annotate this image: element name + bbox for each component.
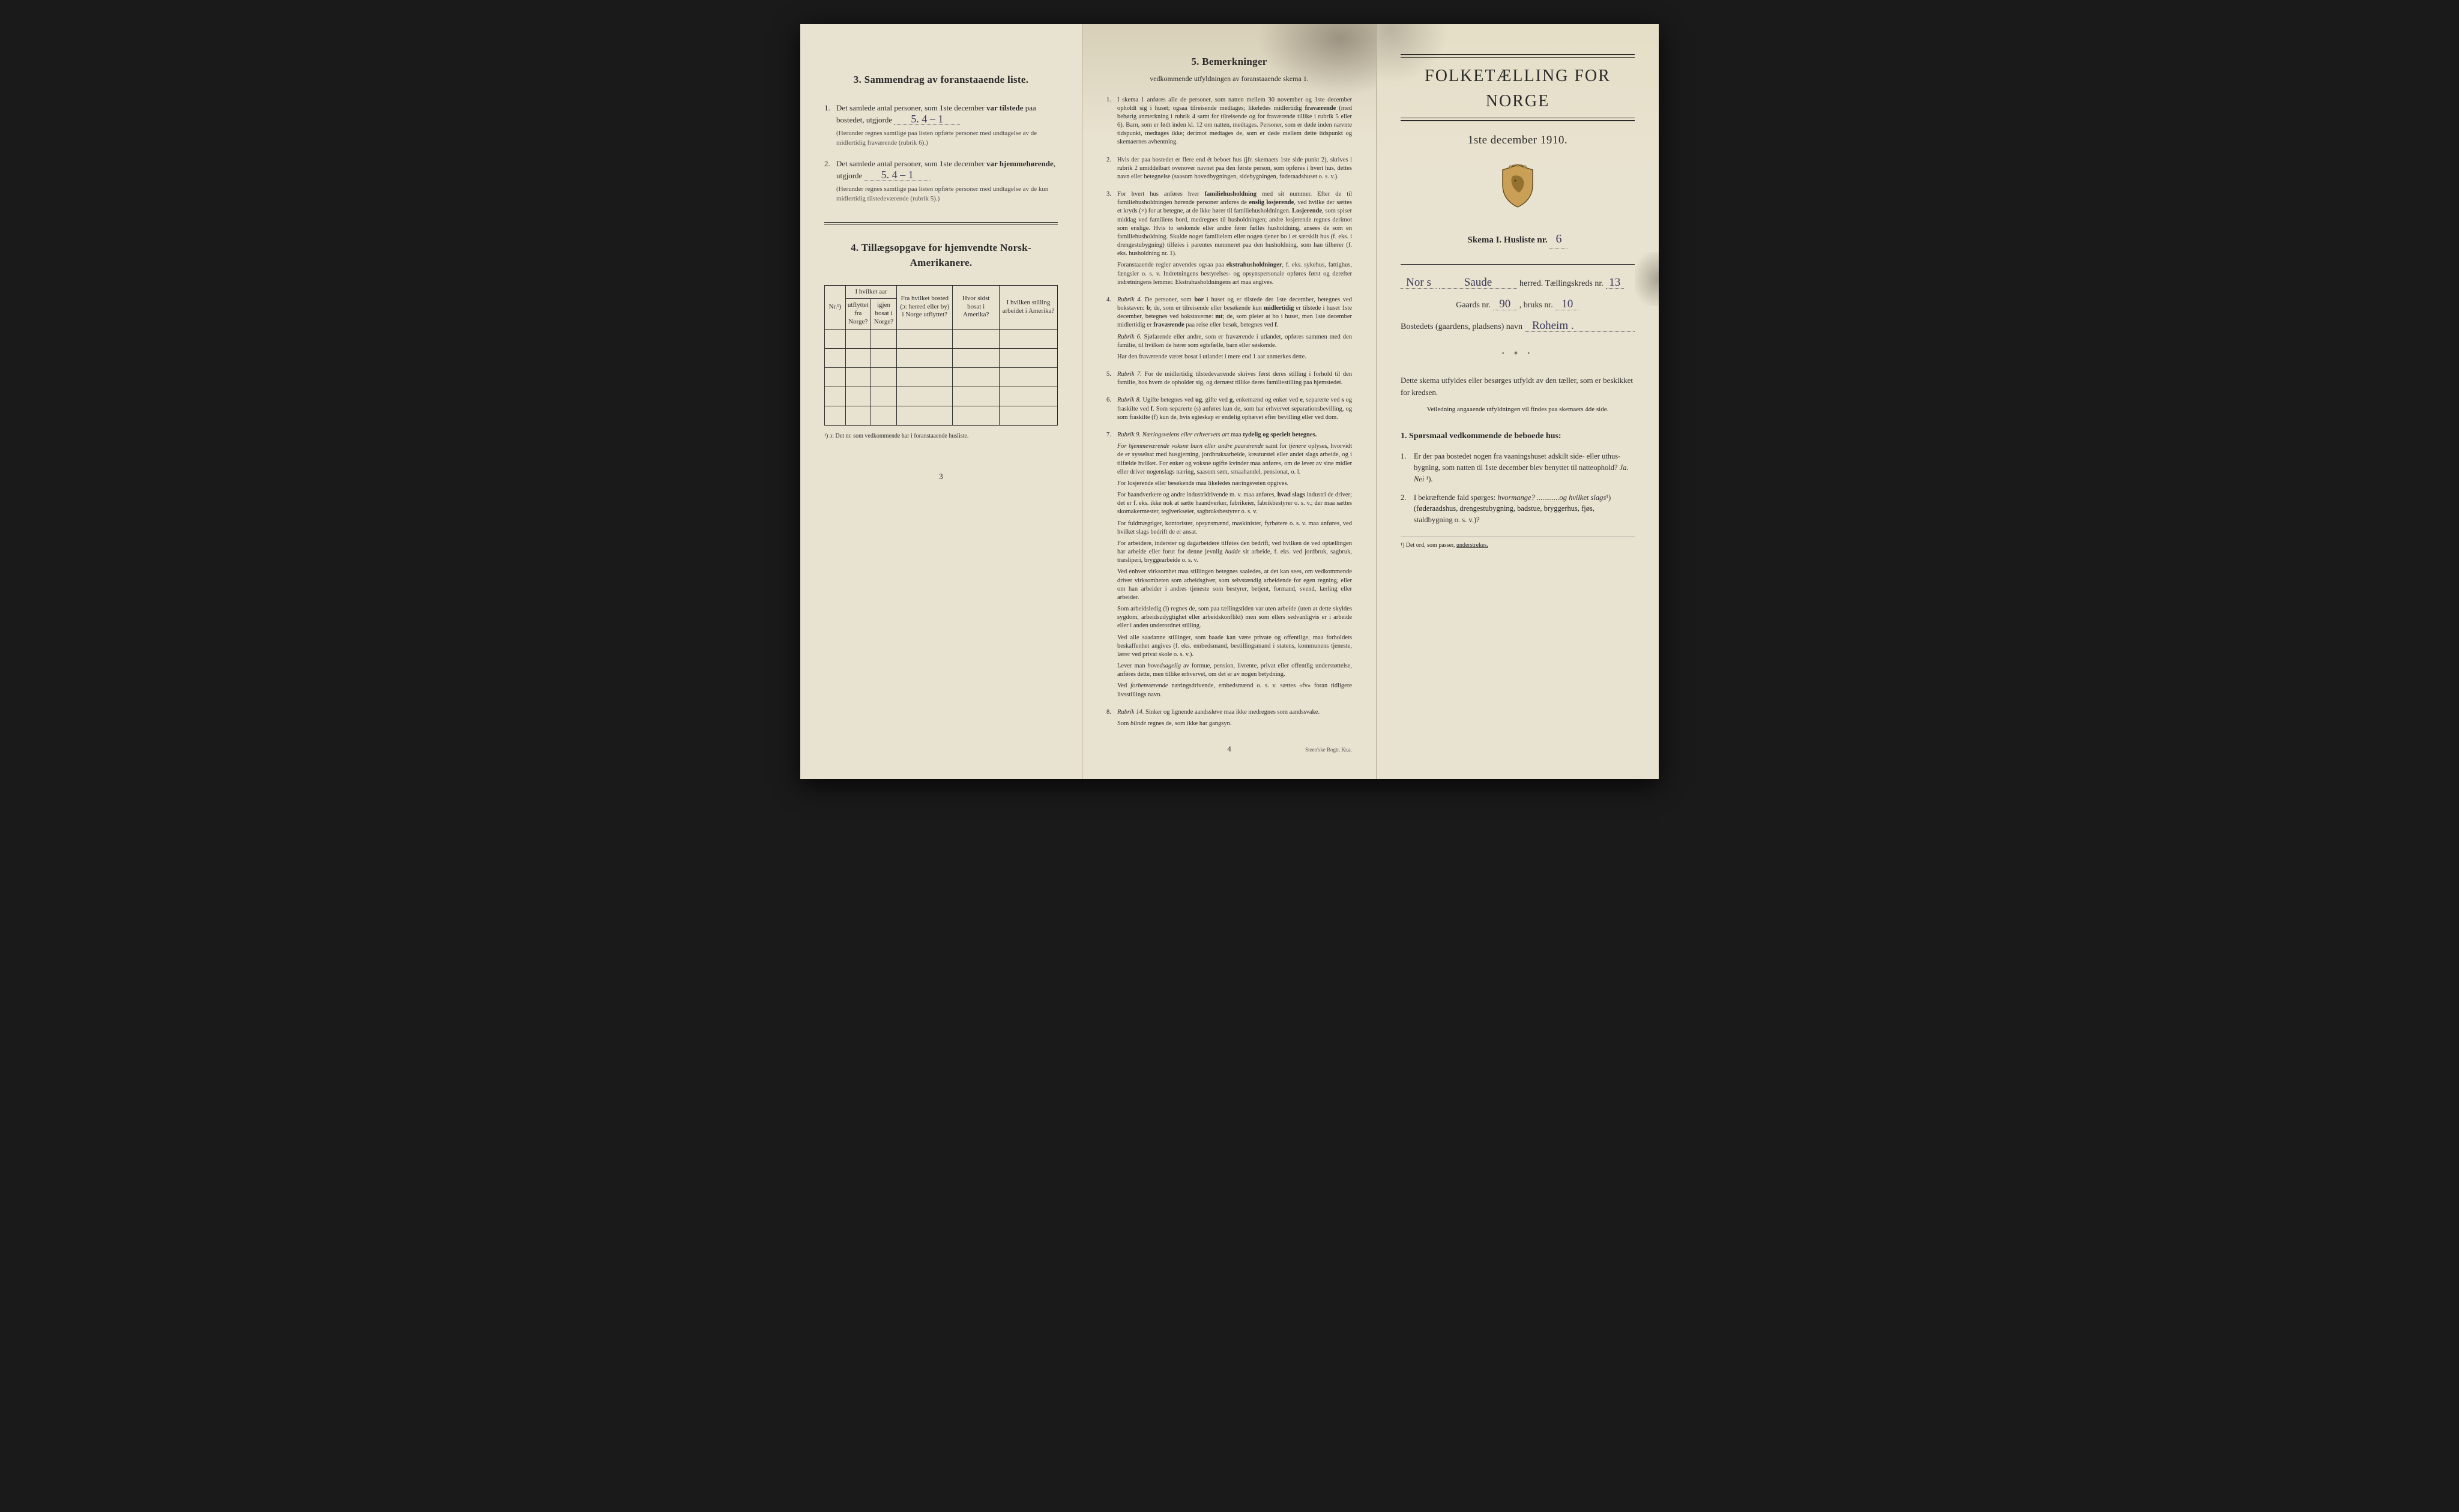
herred-value: Saude — [1439, 277, 1517, 289]
remark-item: 7.Rubrik 9. Næringsveiens eller erhverve… — [1106, 431, 1352, 702]
question-1: 1. Er der paa bostedet nogen fra vaaning… — [1401, 451, 1635, 484]
herred-line: Nor s Saude herred. Tællingskreds nr. 13 — [1401, 277, 1635, 290]
remark-item: 6.Rubrik 8. Ugifte betegnes ved ug, gift… — [1106, 396, 1352, 425]
present-count-value: 5. 4 – 1 — [894, 113, 960, 125]
page-3: FOLKETÆLLING FOR NORGE 1ste december 191… — [1377, 24, 1659, 779]
remarks-list: 1.I skema 1 anføres alle de personer, so… — [1106, 96, 1352, 732]
page-1: 3. Sammendrag av foranstaaende liste. 1.… — [800, 24, 1082, 779]
census-document: 3. Sammendrag av foranstaaende liste. 1.… — [800, 24, 1659, 779]
col-year-group: I hvilket aar — [845, 285, 896, 299]
col-nr: Nr.¹) — [825, 285, 846, 329]
husliste-nr-value: 6 — [1549, 230, 1567, 248]
col-stilling: I hvilken stilling arbeidet i Amerika? — [999, 285, 1057, 329]
section-4-heading: 4. Tillægsopgave for hjemvendte Norsk-Am… — [824, 240, 1058, 271]
printer-credit: Steen'ske Bogtr. Kr.a. — [1271, 746, 1352, 754]
section-5-sub: vedkommende utfyldningen av foranstaaend… — [1106, 73, 1352, 84]
summary-item-2: 2. Det samlede antal personer, som 1ste … — [824, 158, 1058, 204]
question-list: 1. Er der paa bostedet nogen fra vaaning… — [1401, 451, 1635, 526]
bosted-navn-value: Roheim . — [1525, 320, 1635, 332]
remark-item: 4.Rubrik 4. De personer, som bor i huset… — [1106, 296, 1352, 364]
table-footnote: ¹) ɔ: Det nr. som vedkommende har i fora… — [824, 432, 1058, 441]
table-row — [825, 348, 1058, 367]
remark-item: 1.I skema 1 anføres alle de personer, so… — [1106, 96, 1352, 150]
table-row — [825, 406, 1058, 425]
census-date: 1ste december 1910. — [1401, 132, 1635, 149]
summary-note-1: (Herunder regnes samtlige paa listen opf… — [836, 128, 1058, 148]
footnote: ¹) Det ord, som passer, understrekes. — [1401, 537, 1635, 550]
divider — [824, 222, 1058, 223]
guidance-note: Veiledning angaaende utfyldningen vil fi… — [1401, 405, 1635, 415]
remark-item: 2.Hvis der paa bostedet er flere end ét … — [1106, 156, 1352, 185]
remark-item: 8.Rubrik 14. Sinker og lignende aandsslø… — [1106, 708, 1352, 731]
instruction-text: Dette skema utfyldes eller besørges utfy… — [1401, 375, 1635, 399]
col-year-in: igjen bosat i Norge? — [870, 299, 897, 329]
america-table: Nr.¹) I hvilket aar Fra hvilket bosted (… — [824, 285, 1058, 426]
col-bosted: Fra hvilket bosted (ɔ: herred eller by) … — [897, 285, 953, 329]
kreds-nr-value: 13 — [1606, 277, 1624, 289]
bosted-line: Bostedets (gaardens, pladsens) navn Rohe… — [1401, 320, 1635, 333]
remark-item: 5.Rubrik 7. For de midlertidig tilstedev… — [1106, 370, 1352, 390]
coat-of-arms-icon — [1401, 164, 1635, 212]
resident-count-value: 5. 4 – 1 — [864, 169, 931, 181]
col-year-out: utflyttet fra Norge? — [845, 299, 870, 329]
ornament-divider: • ✶ • — [1401, 349, 1635, 359]
page-number-1: 3 — [824, 471, 1058, 483]
gaard-nr-value: 90 — [1493, 298, 1517, 310]
table-row — [825, 329, 1058, 348]
bruks-nr-value: 10 — [1555, 298, 1579, 310]
prefix-value: Nor s — [1401, 277, 1437, 289]
summary-note-2: (Herunder regnes samtlige paa listen opf… — [836, 184, 1058, 204]
page-number-2: 4 — [1227, 743, 1231, 755]
table-row — [825, 367, 1058, 387]
question-heading: 1. Spørsmaal vedkommende de beboede hus: — [1401, 430, 1635, 442]
skema-line: Skema I. Husliste nr. 6 — [1401, 230, 1635, 248]
edge-smudge — [1635, 252, 1659, 306]
question-2: 2. I bekræftende fald spørges: hvormange… — [1401, 492, 1635, 526]
main-title: FOLKETÆLLING FOR NORGE — [1401, 64, 1635, 114]
col-sidst: Hvor sidst bosat i Amerika? — [953, 285, 1000, 329]
page-2: 5. Bemerkninger vedkommende utfyldningen… — [1082, 24, 1377, 779]
gaard-line: Gaards nr. 90 , bruks nr. 10 — [1401, 298, 1635, 312]
remark-item: 3.For hvert hus anføres hver familiehush… — [1106, 190, 1352, 290]
section-3-heading: 3. Sammendrag av foranstaaende liste. — [824, 72, 1058, 88]
summary-item-1: 1. Det samlede antal personer, som 1ste … — [824, 102, 1058, 148]
section-5-heading: 5. Bemerkninger — [1106, 54, 1352, 70]
table-row — [825, 387, 1058, 406]
